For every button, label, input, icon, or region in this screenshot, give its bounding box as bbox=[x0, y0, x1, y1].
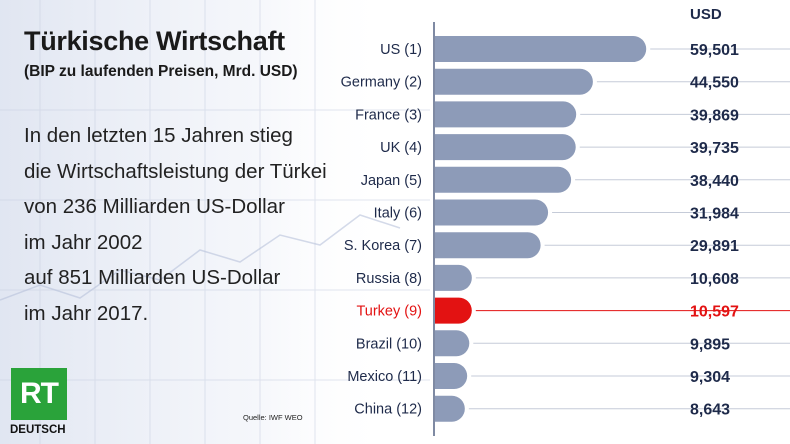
category-label: S. Korea (7) bbox=[344, 238, 422, 254]
rt-logo-mark: RT bbox=[20, 377, 59, 410]
rt-logo: RT bbox=[11, 368, 67, 420]
bar bbox=[434, 264, 472, 291]
description-line: im Jahr 2017. bbox=[24, 301, 149, 325]
description-text: In den letzten 15 Jahren stieg die Wirts… bbox=[24, 118, 344, 331]
category-label: Turkey (9) bbox=[356, 304, 422, 320]
category-label: Japan (5) bbox=[361, 173, 422, 189]
description-line: von 236 Milliarden US-Dollar bbox=[24, 195, 285, 218]
value-label: 10,608 bbox=[690, 271, 739, 288]
description-line: die Wirtschaftsleistung der Türkei bbox=[24, 159, 327, 183]
bar bbox=[434, 232, 541, 259]
category-label: UK (4) bbox=[380, 140, 422, 156]
bar bbox=[434, 68, 593, 95]
unit-label: USD bbox=[690, 6, 722, 23]
value-label: 39,735 bbox=[690, 140, 739, 157]
value-label: 9,895 bbox=[690, 336, 730, 353]
bar bbox=[434, 363, 468, 389]
description-line: im Jahr 2002 bbox=[24, 230, 143, 254]
bar bbox=[434, 166, 572, 193]
bar bbox=[434, 395, 465, 422]
category-label: US (1) bbox=[380, 42, 422, 58]
bar bbox=[434, 199, 549, 226]
value-label: 9,304 bbox=[690, 369, 730, 386]
description-line: auf 851 Milliarden US-Dollar bbox=[24, 266, 281, 289]
value-label: 38,440 bbox=[690, 173, 739, 190]
value-label: 59,501 bbox=[690, 42, 739, 59]
category-label: Brazil (10) bbox=[356, 336, 422, 352]
bar bbox=[434, 330, 470, 357]
description-line: In den letzten 15 Jahren stieg bbox=[24, 124, 293, 147]
category-label: China (12) bbox=[354, 402, 422, 418]
value-label: 8,643 bbox=[690, 402, 730, 419]
value-label: 29,891 bbox=[690, 238, 739, 255]
category-label: Mexico (11) bbox=[347, 369, 422, 385]
chart-title: Türkische Wirtschaft bbox=[24, 26, 285, 56]
category-label: Germany (2) bbox=[341, 75, 422, 91]
bar bbox=[434, 297, 472, 324]
value-label: 10,597 bbox=[690, 304, 739, 321]
bar bbox=[434, 101, 577, 128]
rt-logo-caption: DEUTSCH bbox=[10, 424, 66, 436]
bar bbox=[434, 134, 576, 161]
value-label: 44,550 bbox=[690, 75, 739, 92]
value-label: 39,869 bbox=[690, 107, 739, 124]
category-label: Russia (8) bbox=[356, 271, 422, 287]
value-label: 31,984 bbox=[690, 206, 739, 223]
source-note: Quelle: IWF WEO bbox=[243, 413, 303, 422]
bar bbox=[434, 36, 647, 62]
chart-subtitle: (BIP zu laufenden Preisen, Mrd. USD) bbox=[24, 63, 298, 80]
category-label: France (3) bbox=[355, 107, 422, 123]
category-label: Italy (6) bbox=[374, 206, 422, 222]
